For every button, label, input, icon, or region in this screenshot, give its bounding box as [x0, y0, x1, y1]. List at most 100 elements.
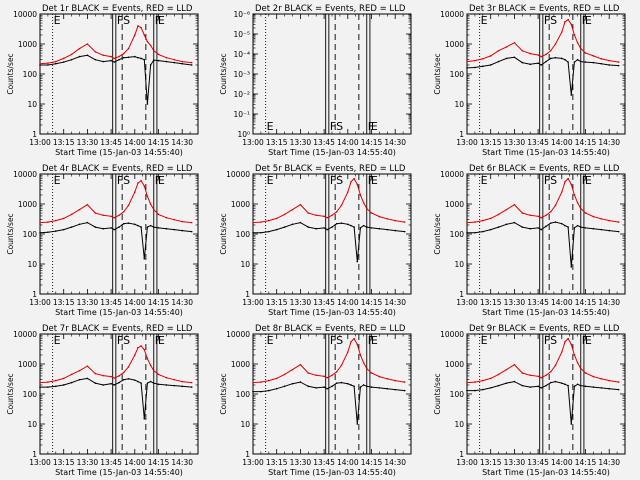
x-tick-label: 14:30	[171, 298, 193, 307]
series-lld-point	[608, 379, 610, 382]
series-events-point	[529, 386, 531, 388]
series-events-point	[537, 385, 539, 388]
series-lld-point	[521, 49, 524, 52]
x-tick-label: 14:15	[575, 298, 597, 307]
series-events-point	[505, 223, 508, 226]
series-lld-point	[608, 59, 610, 62]
series-events-point	[122, 378, 125, 381]
series-events-point	[370, 227, 373, 229]
series-events-point	[110, 59, 112, 62]
marker-label: F	[155, 174, 161, 187]
series-lld-point	[356, 183, 359, 186]
y-tick-label: 100	[23, 390, 38, 399]
series-lld-point	[181, 380, 183, 383]
series-lld-point	[137, 346, 139, 349]
series-lld-point	[573, 194, 576, 196]
series-events-point	[102, 227, 104, 230]
series-lld-point	[62, 377, 65, 380]
series-lld-point	[592, 375, 595, 378]
series-lld-point	[62, 217, 65, 220]
series-lld-point	[497, 373, 500, 376]
x-tick-label: 13:00	[242, 298, 264, 307]
panel-title: Det 4r BLACK = Events, RED = LLD	[42, 164, 193, 174]
series-events-point	[403, 230, 406, 233]
series-lld-point	[540, 376, 543, 379]
series-lld-point	[567, 18, 569, 21]
series-lld-point	[94, 372, 97, 375]
series-events-point	[149, 224, 152, 227]
series-lld-point	[252, 381, 254, 384]
series-lld-point	[78, 369, 81, 372]
series-events-point	[110, 227, 112, 229]
series-lld-point	[394, 219, 397, 222]
x-tick-label: 13:45	[527, 458, 549, 467]
series-events-point	[137, 56, 139, 59]
x-tick-label: 14:30	[598, 458, 620, 467]
x-tick-label: 13:15	[266, 298, 288, 307]
series-events-point	[291, 223, 294, 226]
series-lld-point	[561, 191, 563, 193]
series-lld-point	[576, 41, 579, 44]
series-lld-point	[570, 23, 573, 26]
panel-title: Det 7r BLACK = Events, RED = LLD	[42, 324, 193, 334]
series-lld-point	[350, 180, 352, 183]
series-lld-point	[561, 351, 563, 353]
series-events-point	[70, 381, 73, 384]
series-events-point	[134, 223, 136, 226]
series-lld-point	[315, 374, 318, 377]
panel-det-5: Det 5r BLACK = Events, RED = LLD 1 10 100 10…	[219, 164, 412, 317]
series-events-point	[573, 227, 576, 229]
series-events-point	[55, 385, 57, 388]
y-tick-label: 1	[245, 290, 250, 299]
series-events-point	[549, 222, 552, 224]
marker-label: E	[267, 120, 274, 133]
series-lld-point	[489, 377, 492, 380]
series-events-point	[152, 59, 155, 61]
series-lld-point	[347, 191, 349, 193]
y-tick-label: 1000	[18, 360, 37, 369]
series-events-point	[165, 60, 168, 63]
series-lld-point	[173, 378, 176, 381]
series-lld-point	[113, 377, 116, 379]
y-axis-label: Counts/sec	[6, 373, 15, 414]
series-events-point	[549, 57, 552, 60]
series-events-point	[152, 382, 155, 384]
series-events-point	[350, 384, 352, 386]
series-lld-point	[299, 363, 302, 366]
series-lld-point	[365, 207, 368, 210]
series-lld-point	[94, 212, 97, 214]
series-events-point	[143, 58, 146, 61]
series-events-point	[140, 57, 142, 60]
series-lld-point	[140, 345, 142, 347]
series-events-point	[113, 228, 116, 231]
series-lld-point	[181, 60, 183, 63]
series-events-point	[365, 385, 368, 388]
series-lld-point	[549, 49, 552, 52]
series-lld-point	[466, 221, 468, 224]
x-tick-label: 13:30	[290, 138, 312, 147]
series-lld-line	[466, 177, 619, 224]
panel-title: Det 1r BLACK = Events, RED = LLD	[42, 4, 193, 14]
marker-label: S	[123, 334, 130, 347]
plot-frame	[466, 173, 626, 295]
marker-label: E	[371, 120, 378, 133]
y-tick-label: 10⁰	[237, 130, 250, 139]
x-tick-label: 14:15	[361, 298, 383, 307]
series-lld-point	[70, 373, 73, 376]
series-lld-point	[190, 221, 193, 224]
y-tick-label: 10	[27, 100, 37, 109]
series-events-point	[489, 228, 492, 231]
series-lld-point	[353, 337, 355, 340]
x-tick-label: 13:00	[242, 458, 264, 467]
series-lld-point	[600, 58, 603, 60]
series-lld-point	[118, 214, 120, 217]
x-axis-label: Start Time (15-Jan-03 14:55:40)	[268, 468, 396, 477]
series-events-point	[359, 386, 362, 388]
plot-frame	[252, 333, 412, 455]
series-lld-point	[505, 368, 508, 371]
y-tick-label: 10	[27, 420, 37, 429]
series-lld-point	[110, 215, 112, 218]
series-lld-point	[335, 370, 338, 373]
x-tick-label: 14:30	[384, 298, 406, 307]
marker-label: E	[267, 174, 274, 187]
